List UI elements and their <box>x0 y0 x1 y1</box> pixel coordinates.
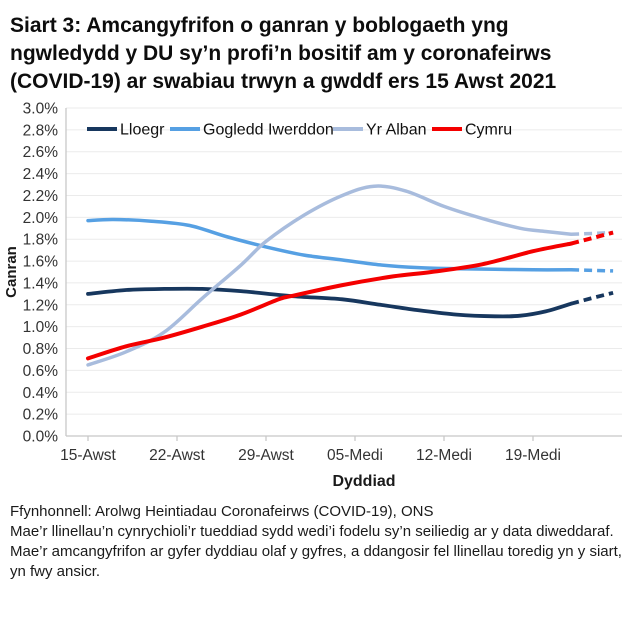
y-tick-label: 2.0% <box>23 210 59 227</box>
y-tick-label: 2.2% <box>23 188 59 205</box>
y-tick-label: 1.0% <box>23 319 59 336</box>
y-tick-label: 2.8% <box>23 122 59 139</box>
legend-label-yr-alban: Yr Alban <box>366 122 426 139</box>
legend-label-lloegr: Lloegr <box>120 122 165 139</box>
series-dashed-tail-gogledd-iwerddon <box>571 268 614 273</box>
y-tick-label: 0.2% <box>23 407 59 424</box>
y-tick-label: 0.6% <box>23 363 59 380</box>
series-dashed-tail-lloegr <box>570 290 614 306</box>
x-tick-label: 05-Medi <box>327 447 383 464</box>
y-tick-label: 1.2% <box>23 297 59 314</box>
note-line: Mae’r llinellau’n cynrychioli’r tueddiad… <box>10 523 622 580</box>
x-tick-label: 15-Awst <box>60 447 116 464</box>
x-tick-label: 29-Awst <box>238 447 294 464</box>
x-tick-label: 12-Medi <box>416 447 472 464</box>
y-tick-label: 2.4% <box>23 166 59 183</box>
x-axis-title: Dyddiad <box>332 473 395 490</box>
source-line: Ffynhonnell: Arolwg Heintiadau Coronafei… <box>10 503 434 520</box>
x-tick-label: 19-Medi <box>505 447 561 464</box>
y-tick-label: 1.4% <box>23 275 59 292</box>
y-tick-label: 1.8% <box>23 232 59 249</box>
y-tick-label: 0.8% <box>23 341 59 358</box>
trend-line-chart-svg: 0.0% 0.2% 0.4% 0.6% 0.8% 1.0% 1.2% 1.4% 1.6% 1.8%… <box>3 101 622 490</box>
y-tick-label: 0.0% <box>23 429 59 446</box>
chart-page: Siart 3: Amcangyfrifon o ganran y boblog… <box>0 12 629 631</box>
series-line-lloegr <box>86 286 573 319</box>
y-tick-label: 2.6% <box>23 144 59 161</box>
chart-footnote: Ffynhonnell: Arolwg Heintiadau Coronafei… <box>10 502 622 582</box>
series-line-gogledd-iwerddon <box>86 217 573 272</box>
legend-label-cymru: Cymru <box>465 122 512 139</box>
x-tick-label: 22-Awst <box>149 447 205 464</box>
series-dashed-tail-cymru <box>570 230 614 246</box>
y-tick-label: 0.4% <box>23 385 59 402</box>
y-tick-label: 3.0% <box>23 101 59 118</box>
series-line-cymru <box>86 241 574 361</box>
series-dashed-tail-yr-alban <box>571 230 614 237</box>
y-tick-label: 1.6% <box>23 254 59 271</box>
series-line-yr-alban <box>86 184 573 367</box>
y-axis-title: Canran <box>3 246 20 298</box>
chart-title: Siart 3: Amcangyfrifon o ganran y boblog… <box>10 14 557 93</box>
line-chart: 0.0% 0.2% 0.4% 0.6% 0.8% 1.0% 1.2% 1.4% 1.6% 1.8%… <box>0 100 629 492</box>
legend-label-gogledd-iwerddon: Gogledd Iwerddon <box>203 122 334 139</box>
